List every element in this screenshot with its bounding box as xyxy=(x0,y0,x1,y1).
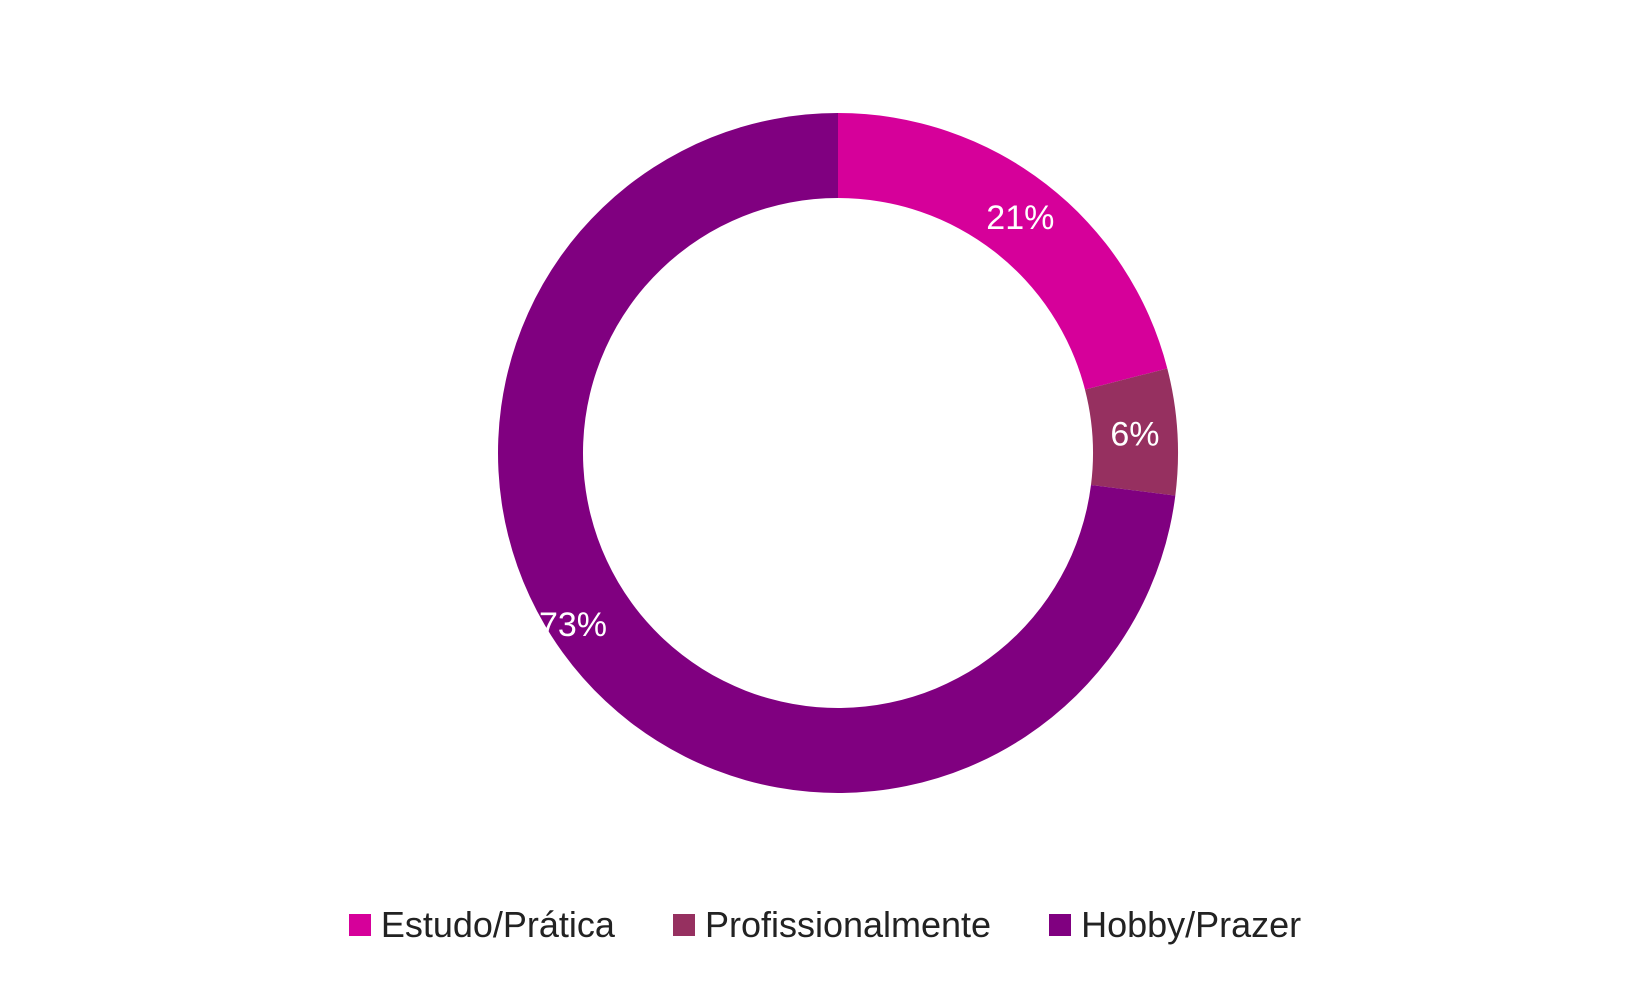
chart-legend: Estudo/Prática Profissionalmente Hobby/Pra… xyxy=(0,900,1650,950)
legend-label-1: Estudo/Prática xyxy=(380,904,615,945)
donut-slice-2 xyxy=(1084,368,1178,496)
legend-swatch-1 xyxy=(348,914,371,936)
legend-label-2: Profissionalmente xyxy=(704,904,992,945)
donut-slice-label-3: 73% xyxy=(539,606,607,644)
legend-swatch-3 xyxy=(1049,914,1072,936)
donut-slice-label-2: 6% xyxy=(1110,415,1159,453)
legend-item-2: Profissionalmente xyxy=(672,904,992,946)
donut-slice-1 xyxy=(838,113,1168,390)
donut-slice-label-1: 21% xyxy=(986,199,1054,237)
legend-swatch-2 xyxy=(672,914,695,936)
legend-item-3: Hobby/Prazer xyxy=(1049,904,1301,946)
legend-label-3: Hobby/Prazer xyxy=(1081,904,1302,945)
legend-item-1: Estudo/Prática xyxy=(348,904,615,946)
